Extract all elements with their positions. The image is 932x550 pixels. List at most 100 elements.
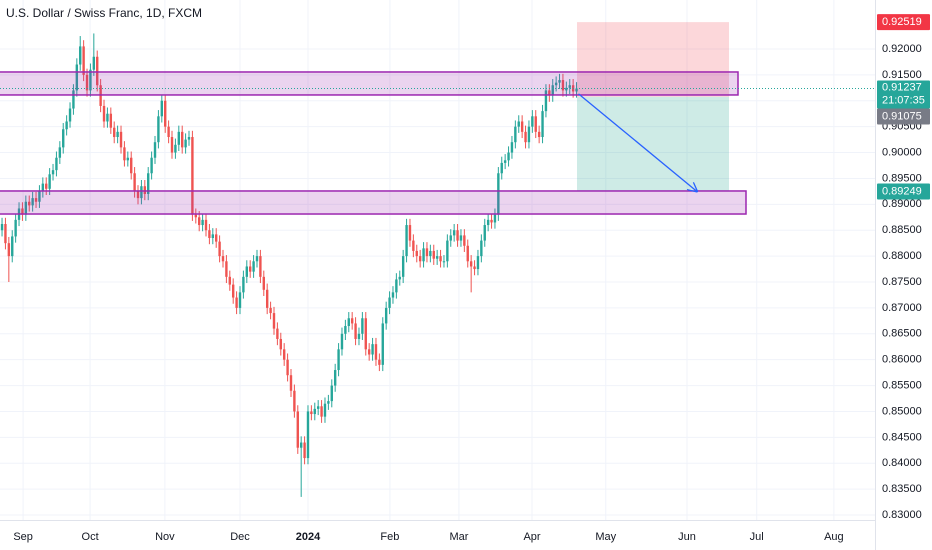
position-tool	[577, 22, 729, 192]
price-label-text: 0.92519	[882, 16, 922, 28]
candle-body	[157, 116, 160, 143]
candle-body	[459, 235, 463, 241]
candle-body	[412, 240, 415, 251]
candle-body	[367, 349, 371, 355]
candle-body	[252, 261, 255, 272]
candle-body	[79, 46, 82, 65]
candle-body	[354, 323, 357, 339]
candle-body	[184, 139, 187, 148]
candle-body	[306, 411, 310, 459]
candle-body	[204, 219, 208, 231]
candle-body	[310, 411, 313, 415]
candle-body	[548, 90, 551, 96]
candle-body	[432, 250, 435, 259]
candle-body	[248, 266, 252, 272]
candle-body	[524, 131, 527, 143]
x-tick-label: Mar	[449, 531, 468, 543]
candle-body	[208, 230, 211, 238]
candle-body	[45, 183, 48, 189]
candle-body	[38, 191, 41, 202]
candle-body	[191, 137, 194, 215]
zone	[0, 190, 747, 215]
candle-body	[92, 56, 96, 70]
x-tick-label: Aug	[824, 531, 844, 543]
x-tick-label: Nov	[155, 531, 175, 543]
candle-body	[174, 144, 177, 153]
candle-body	[486, 219, 490, 226]
candle-body	[568, 85, 571, 88]
candle-body	[221, 256, 225, 262]
candle-body	[48, 174, 51, 189]
candle-body	[544, 90, 548, 112]
candle-body	[514, 126, 517, 143]
candle-body	[24, 201, 28, 215]
candle-body	[228, 276, 231, 285]
candle-body	[520, 121, 524, 132]
candle-body	[469, 261, 473, 267]
candle-body	[153, 142, 157, 158]
candle-body	[255, 256, 259, 262]
x-tick-label: May	[595, 531, 616, 543]
candle-body	[293, 390, 296, 412]
candle-body	[106, 113, 109, 122]
candle-body	[68, 108, 72, 122]
candle-body	[405, 225, 408, 257]
candle-body	[429, 250, 432, 257]
countdown: 21:07:35	[882, 94, 925, 106]
candle-body	[31, 198, 34, 206]
price-label-text: 0.91075	[882, 110, 922, 122]
y-tick-label: 0.88500	[882, 224, 922, 236]
candle-body	[211, 234, 215, 238]
candle-body	[28, 201, 31, 206]
price-label	[877, 14, 930, 31]
candle-body	[72, 90, 75, 109]
candle-body	[381, 323, 384, 365]
candle-body	[551, 85, 554, 96]
candle-body	[113, 127, 116, 138]
candle-body	[21, 208, 24, 215]
candle-body	[231, 284, 235, 298]
candle-body	[123, 147, 126, 161]
candle-body	[500, 162, 503, 174]
candle-body	[490, 219, 493, 223]
candle-body	[164, 100, 167, 127]
y-tick-label: 0.89500	[882, 172, 922, 184]
candle-body	[561, 80, 565, 91]
candle-body	[85, 74, 89, 91]
candle-body	[350, 318, 354, 324]
axes: 0.83000 0.83500 0.84000 0.84500 0.85000 0.855…	[13, 14, 930, 543]
candle-body	[497, 173, 500, 215]
candle-body	[82, 46, 85, 75]
candle-body	[51, 170, 55, 175]
candle-body	[276, 328, 279, 339]
candle-body	[476, 256, 480, 270]
candle-body	[395, 279, 398, 293]
candle-body	[503, 160, 507, 163]
candle-body	[554, 82, 558, 86]
price-label-text: 0.89249	[882, 185, 922, 197]
candle-body	[378, 359, 381, 365]
candle-body	[463, 235, 466, 246]
arrow	[578, 93, 697, 192]
overlay	[0, 71, 875, 215]
candle-body	[286, 359, 289, 376]
y-tick-label: 0.86500	[882, 328, 922, 340]
price-label	[877, 183, 930, 200]
candle-body	[316, 406, 320, 409]
candle-body	[187, 137, 191, 140]
candle-body	[558, 80, 561, 83]
x-tick-label: 2024	[296, 531, 321, 543]
candle-body	[289, 375, 293, 391]
candle-body	[337, 349, 340, 371]
x-tick-label: Jun	[678, 531, 696, 543]
candle-body	[109, 113, 113, 128]
candle-body	[507, 152, 510, 161]
candle-body	[510, 142, 514, 153]
zone	[0, 71, 739, 96]
candle-body	[150, 157, 153, 174]
candle-body	[330, 385, 333, 402]
candle-body	[517, 121, 520, 127]
y-tick-label: 0.90000	[882, 146, 922, 158]
candle-body	[371, 344, 374, 355]
